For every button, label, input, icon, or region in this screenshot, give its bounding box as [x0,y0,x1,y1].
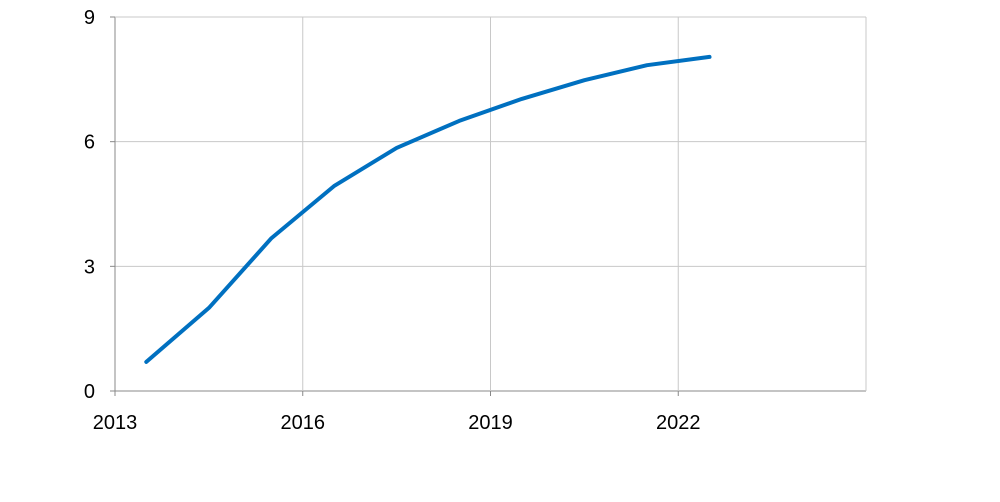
y-tick-label: 6 [84,132,95,154]
x-tick-label: 2019 [468,412,513,434]
y-tick-label: 3 [84,256,95,278]
y-tick-label: 9 [84,7,95,29]
x-tick-label: 2016 [281,412,326,434]
y-tick-label: 0 [84,381,95,403]
x-tick-label: 2022 [656,412,701,434]
series-line [144,54,712,364]
x-tick-label: 2013 [93,412,138,434]
